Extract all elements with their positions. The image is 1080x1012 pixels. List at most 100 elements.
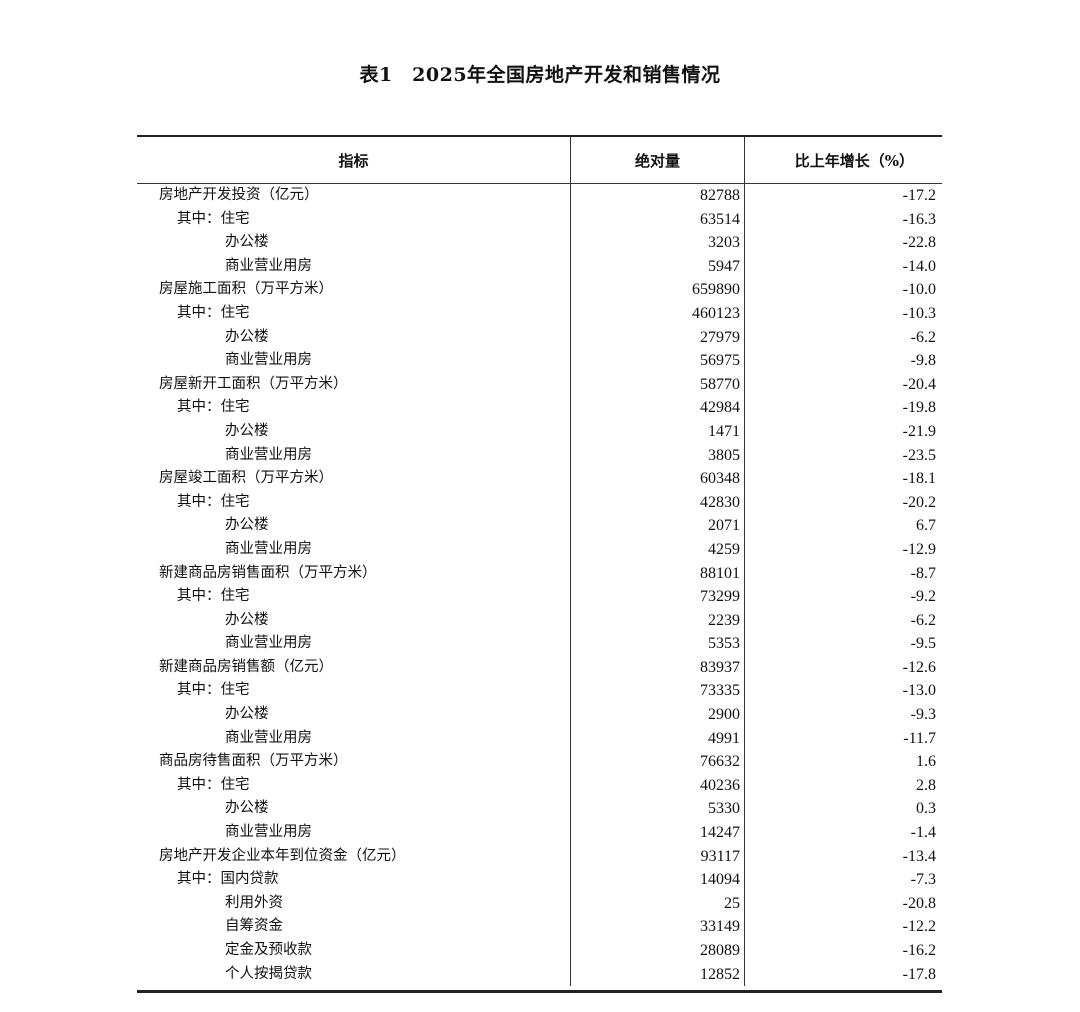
row-value: 93117 bbox=[571, 844, 745, 869]
row-value: 28089 bbox=[571, 939, 745, 963]
row-value: 83937 bbox=[571, 655, 745, 680]
row-value: 60348 bbox=[571, 467, 745, 491]
data-table: 指标 绝对量 比上年增长（%） 房地产开发投资（亿元） 82788 -17.2 其中：… bbox=[137, 135, 942, 994]
row-value: 2071 bbox=[571, 514, 745, 538]
row-label: 其中：住宅 bbox=[137, 773, 571, 798]
row-label: 其中：住宅 bbox=[137, 490, 571, 515]
row-label: 商业营业用房 bbox=[137, 632, 571, 656]
row-growth: -12.9 bbox=[902, 540, 936, 558]
row-label: 房地产开发投资（亿元） bbox=[137, 184, 571, 208]
table-row: 其中：住宅 73335 -13.0 bbox=[137, 679, 942, 704]
table-row: 办公楼 1471 -21.9 bbox=[137, 419, 942, 444]
table-row: 其中：住宅 40236 2.8 bbox=[137, 773, 942, 798]
row-growth: -16.3 bbox=[902, 210, 936, 228]
table-body: 房地产开发投资（亿元） 82788 -17.2 其中：住宅 63514 -16.3 办公楼 3… bbox=[137, 184, 942, 990]
row-growth: -13.4 bbox=[902, 847, 936, 865]
row-growth: -20.2 bbox=[902, 493, 936, 511]
header-indicator: 指标 bbox=[137, 137, 571, 183]
table-row: 房屋竣工面积（万平方米） 60348 -18.1 bbox=[137, 467, 942, 491]
row-growth: 0.3 bbox=[916, 800, 936, 818]
row-growth: -6.2 bbox=[910, 328, 936, 346]
row-label: 商业营业用房 bbox=[137, 537, 571, 562]
header-absolute: 绝对量 bbox=[571, 137, 745, 183]
row-label: 商业营业用房 bbox=[137, 349, 571, 373]
row-label: 其中：住宅 bbox=[137, 679, 571, 704]
row-growth: 2.8 bbox=[916, 776, 936, 794]
row-value: 40236 bbox=[571, 773, 745, 798]
row-value: 63514 bbox=[571, 207, 745, 232]
table-row: 商业营业用房 14247 -1.4 bbox=[137, 821, 942, 845]
row-label: 办公楼 bbox=[137, 608, 571, 633]
row-value: 76632 bbox=[571, 750, 745, 774]
row-value: 3203 bbox=[571, 231, 745, 255]
table-row: 定金及预收款 28089 -16.2 bbox=[137, 939, 942, 963]
table-row: 其中：国内贷款 14094 -7.3 bbox=[137, 868, 942, 892]
row-growth: -1.4 bbox=[910, 824, 936, 842]
row-growth: 6.7 bbox=[916, 517, 936, 535]
row-value: 4991 bbox=[571, 726, 745, 751]
table-row: 个人按揭贷款 12852 -17.8 bbox=[137, 962, 942, 987]
row-label: 办公楼 bbox=[137, 703, 571, 727]
table-row: 办公楼 2900 -9.3 bbox=[137, 703, 942, 727]
row-label: 办公楼 bbox=[137, 514, 571, 538]
row-label: 新建商品房销售面积（万平方米） bbox=[137, 561, 571, 586]
table-row: 商业营业用房 4259 -12.9 bbox=[137, 537, 942, 562]
row-label: 利用外资 bbox=[137, 891, 571, 916]
row-value: 659890 bbox=[571, 278, 745, 302]
row-growth: -20.8 bbox=[902, 894, 936, 912]
row-growth: -9.8 bbox=[910, 352, 936, 370]
table-row: 办公楼 2239 -6.2 bbox=[137, 608, 942, 633]
table-row: 其中：住宅 63514 -16.3 bbox=[137, 207, 942, 232]
row-value: 58770 bbox=[571, 372, 745, 397]
row-growth: -12.2 bbox=[902, 918, 936, 936]
table-row: 新建商品房销售额（亿元） 83937 -12.6 bbox=[137, 655, 942, 680]
row-value: 27979 bbox=[571, 325, 745, 350]
row-value: 73335 bbox=[571, 679, 745, 704]
row-growth: -10.3 bbox=[902, 304, 936, 322]
header-growth: 比上年增长（%） bbox=[794, 151, 914, 170]
row-label: 办公楼 bbox=[137, 325, 571, 350]
table-row: 自筹资金 33149 -12.2 bbox=[137, 915, 942, 939]
table-row: 商品房待售面积（万平方米） 76632 1.6 bbox=[137, 750, 942, 774]
row-growth: -9.2 bbox=[910, 588, 936, 606]
row-value: 14094 bbox=[571, 868, 745, 892]
row-label: 房屋新开工面积（万平方米） bbox=[137, 372, 571, 397]
row-growth: -8.7 bbox=[910, 564, 936, 582]
row-label: 商业营业用房 bbox=[137, 821, 571, 845]
table-row: 房屋新开工面积（万平方米） 58770 -20.4 bbox=[137, 372, 942, 397]
row-label: 自筹资金 bbox=[137, 915, 571, 939]
row-label: 其中：住宅 bbox=[137, 585, 571, 609]
row-label: 新建商品房销售额（亿元） bbox=[137, 655, 571, 680]
row-value: 82788 bbox=[571, 184, 745, 208]
table-row: 其中：住宅 42984 -19.8 bbox=[137, 396, 942, 420]
row-value: 12852 bbox=[571, 962, 745, 987]
row-growth: -20.4 bbox=[902, 375, 936, 393]
table-title: 表1 2025年全国房地产开发和销售情况 bbox=[359, 64, 721, 86]
row-value: 25 bbox=[571, 891, 745, 916]
row-label: 其中：住宅 bbox=[137, 207, 571, 232]
row-growth: -13.0 bbox=[902, 682, 936, 700]
table-row: 房地产开发企业本年到位资金（亿元） 93117 -13.4 bbox=[137, 844, 942, 869]
row-label: 办公楼 bbox=[137, 419, 571, 444]
table-row: 办公楼 2071 6.7 bbox=[137, 514, 942, 538]
row-value: 33149 bbox=[571, 915, 745, 939]
row-value: 3805 bbox=[571, 443, 745, 468]
table-row: 商业营业用房 5947 -14.0 bbox=[137, 254, 942, 279]
row-label: 其中：住宅 bbox=[137, 301, 571, 326]
table-row: 其中：住宅 42830 -20.2 bbox=[137, 490, 942, 515]
row-label: 其中：国内贷款 bbox=[137, 868, 571, 892]
table-row: 商业营业用房 56975 -9.8 bbox=[137, 349, 942, 373]
row-value: 5947 bbox=[571, 254, 745, 279]
row-label: 商业营业用房 bbox=[137, 254, 571, 279]
row-value: 5353 bbox=[571, 632, 745, 656]
row-label: 其中：住宅 bbox=[137, 396, 571, 420]
row-label: 定金及预收款 bbox=[137, 939, 571, 963]
row-value: 2900 bbox=[571, 703, 745, 727]
table-row: 商业营业用房 5353 -9.5 bbox=[137, 632, 942, 656]
row-growth: -17.2 bbox=[902, 187, 936, 204]
table-row: 商业营业用房 3805 -23.5 bbox=[137, 443, 942, 468]
row-value: 42830 bbox=[571, 490, 745, 515]
table-row: 办公楼 3203 -22.8 bbox=[137, 231, 942, 255]
row-value: 14247 bbox=[571, 821, 745, 845]
row-growth: -22.8 bbox=[902, 234, 936, 252]
